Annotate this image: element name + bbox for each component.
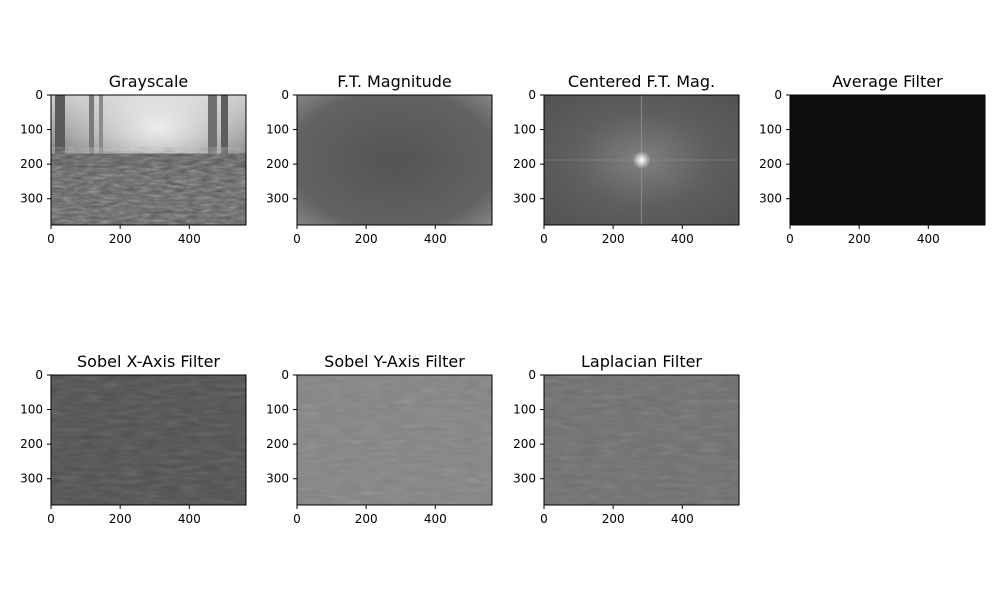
panel-title: F.T. Magnitude <box>337 72 452 91</box>
axes-frame <box>296 374 493 506</box>
x-tick-label: 200 <box>848 232 871 246</box>
panel-title: Grayscale <box>109 72 188 91</box>
panel-centered-ft: Centered F.T. Mag. 0 200 400 0 100 200 300 <box>513 72 740 246</box>
panel-title: Centered F.T. Mag. <box>568 72 715 91</box>
image-ft-magnitude <box>297 95 492 225</box>
y-tick-label: 0 <box>35 368 43 382</box>
y-tick-label: 0 <box>528 368 536 382</box>
y-tick-label: 100 <box>513 403 536 417</box>
panel-title: Sobel X-Axis Filter <box>77 352 220 371</box>
panel-ft-magnitude: F.T. Magnitude 0 200 400 0 100 200 300 <box>266 72 493 246</box>
x-tick-label: 200 <box>109 512 132 526</box>
y-tick-label: 100 <box>266 123 289 137</box>
axes-frame <box>543 94 740 226</box>
x-tick-label: 200 <box>602 512 625 526</box>
y-tick-label: 0 <box>528 88 536 102</box>
y-tick-label: 0 <box>35 88 43 102</box>
x-tick-label: 0 <box>47 232 55 246</box>
image-average <box>790 95 985 225</box>
image-sobel-x <box>51 375 246 505</box>
y-tick-label: 100 <box>20 403 43 417</box>
y-tick-label: 200 <box>266 157 289 171</box>
y-tick-label: 200 <box>759 157 782 171</box>
image-grayscale <box>51 95 246 225</box>
axes-frame <box>50 94 247 226</box>
axes-frame <box>296 94 493 226</box>
x-tick-label: 400 <box>424 512 447 526</box>
y-tick-label: 0 <box>281 88 289 102</box>
y-tick-label: 200 <box>20 157 43 171</box>
panel-average: Average Filter 0 200 400 0 100 200 300 <box>759 72 986 246</box>
y-tick-label: 300 <box>20 192 43 206</box>
y-tick-label: 300 <box>513 192 536 206</box>
y-tick-label: 200 <box>20 437 43 451</box>
x-tick-label: 0 <box>540 232 548 246</box>
x-tick-label: 400 <box>178 512 201 526</box>
y-tick-label: 200 <box>513 437 536 451</box>
x-tick-label: 0 <box>47 512 55 526</box>
panel-sobel-y: Sobel Y-Axis Filter 0 200 400 0 100 200 300 <box>266 352 493 526</box>
y-tick-label: 100 <box>513 123 536 137</box>
y-tick-label: 300 <box>20 472 43 486</box>
panel-sobel-x: Sobel X-Axis Filter 0 200 400 0 100 200 300 <box>20 352 247 526</box>
x-tick-label: 200 <box>355 232 378 246</box>
x-tick-label: 400 <box>917 232 940 246</box>
y-tick-label: 300 <box>513 472 536 486</box>
panel-grayscale: Grayscale 0 200 400 0 100 200 300 <box>20 72 247 246</box>
y-tick-label: 300 <box>759 192 782 206</box>
image-sobel-y <box>297 375 492 505</box>
x-tick-label: 400 <box>671 232 694 246</box>
y-tick-label: 200 <box>513 157 536 171</box>
panel-title: Sobel Y-Axis Filter <box>324 352 465 371</box>
x-tick-label: 400 <box>424 232 447 246</box>
y-tick-label: 200 <box>266 437 289 451</box>
panel-laplacian: Laplacian Filter 0 200 400 0 100 200 300 <box>513 352 740 526</box>
panel-title: Laplacian Filter <box>581 352 702 371</box>
x-tick-label: 200 <box>355 512 378 526</box>
x-tick-label: 400 <box>671 512 694 526</box>
x-tick-label: 0 <box>293 232 301 246</box>
y-tick-label: 0 <box>774 88 782 102</box>
axes-frame <box>789 94 986 226</box>
x-tick-label: 0 <box>293 512 301 526</box>
axes-frame <box>50 374 247 506</box>
image-laplacian <box>544 375 739 505</box>
y-tick-label: 300 <box>266 472 289 486</box>
x-tick-label: 400 <box>178 232 201 246</box>
axes-frame <box>543 374 740 506</box>
x-tick-label: 200 <box>109 232 132 246</box>
image-centered-ft <box>544 95 739 225</box>
y-tick-label: 100 <box>266 403 289 417</box>
y-tick-label: 300 <box>266 192 289 206</box>
y-tick-label: 100 <box>20 123 43 137</box>
y-tick-label: 0 <box>281 368 289 382</box>
panel-title: Average Filter <box>832 72 943 91</box>
y-tick-label: 100 <box>759 123 782 137</box>
x-tick-label: 0 <box>786 232 794 246</box>
x-tick-label: 0 <box>540 512 548 526</box>
x-tick-label: 200 <box>602 232 625 246</box>
